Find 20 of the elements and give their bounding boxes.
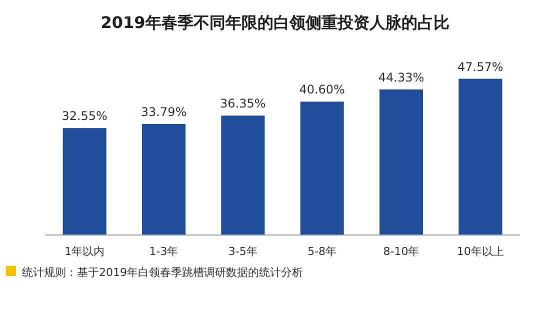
chart-title: 2019年春季不同年限的白领侧重投资人脉的占比 xyxy=(100,13,450,32)
bar xyxy=(62,128,106,235)
bar xyxy=(221,116,265,235)
data-label: 47.57% xyxy=(458,60,504,74)
data-label: 40.60% xyxy=(299,82,345,97)
bar xyxy=(458,78,502,235)
bar xyxy=(300,102,344,235)
x-tick-label: 10年以上 xyxy=(456,245,504,258)
data-label: 36.35% xyxy=(220,96,266,111)
x-tick-label: 8-10年 xyxy=(383,245,420,258)
x-tick-label: 5-8年 xyxy=(308,245,337,258)
x-tick-label: 1年以内 xyxy=(64,245,105,258)
data-label: 44.33% xyxy=(378,70,424,84)
data-label: 33.79% xyxy=(140,105,187,120)
bar xyxy=(142,124,186,235)
x-tick-label: 3-5年 xyxy=(228,245,258,258)
data-label: 32.55% xyxy=(62,109,108,124)
text: 统计规则：基于2019年白领春季跳槽调研数据的统计分析 xyxy=(22,266,303,279)
bar xyxy=(379,89,424,235)
x-tick-label: 1-3年 xyxy=(149,245,178,258)
